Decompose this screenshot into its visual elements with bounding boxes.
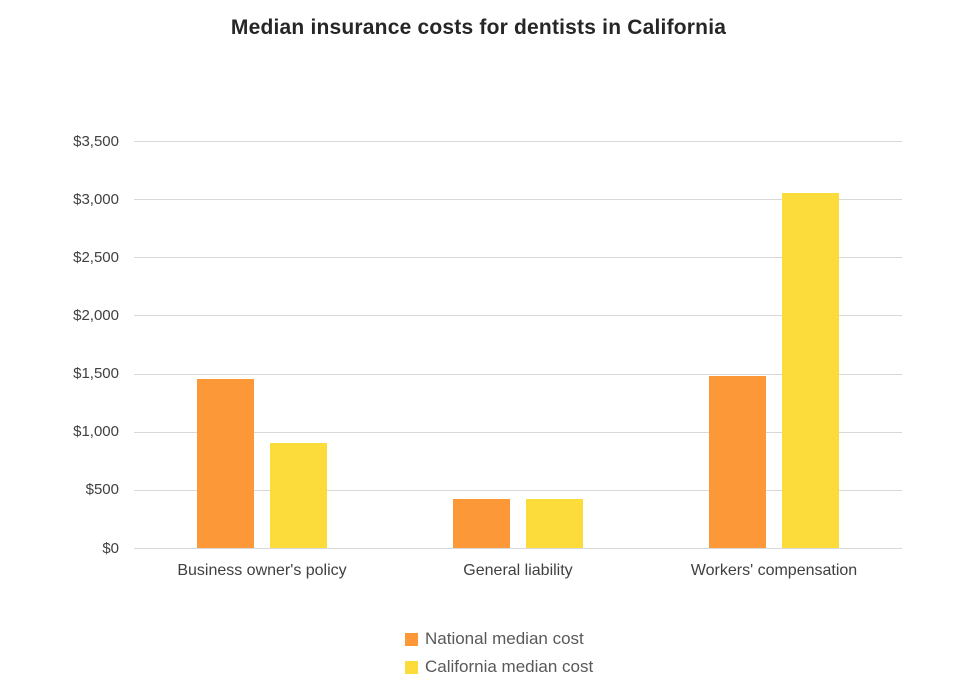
bar-national-median-cost (709, 376, 766, 548)
legend-item: California median cost (405, 656, 593, 678)
chart-title: Median insurance costs for dentists in C… (230, 16, 727, 39)
bar-california-median-cost (270, 443, 327, 548)
bar-california-median-cost (526, 498, 583, 548)
gridline (134, 199, 902, 201)
legend-swatch-icon (405, 660, 418, 674)
legend-label: National median cost (425, 629, 584, 648)
y-axis-tick-label: $1,000 (73, 423, 119, 441)
y-axis-tick-label: $2,500 (73, 248, 119, 266)
y-axis-tick-label: $3,500 (73, 132, 119, 150)
gridline (134, 548, 902, 549)
y-axis-tick-label: $3,000 (73, 190, 119, 208)
y-axis-tick-label: $500 (85, 481, 119, 499)
bar-california-median-cost (782, 193, 839, 548)
x-axis-category-label: Business owner's policy (177, 562, 347, 579)
y-axis-tick-label: $0 (102, 539, 119, 557)
gridline (134, 373, 902, 375)
y-axis-tick-label: $1,500 (73, 365, 119, 383)
legend-swatch-icon (405, 632, 418, 646)
x-axis-category-label: Workers' compensation (690, 562, 858, 579)
bar-national-median-cost (197, 379, 254, 548)
gridline (134, 257, 902, 259)
legend-label: California median cost (425, 657, 594, 676)
legend: National median cost California median co… (405, 628, 593, 683)
gridline (134, 489, 902, 491)
gridline (134, 315, 902, 317)
y-axis-tick-label: $2,000 (73, 306, 119, 324)
gridline (134, 431, 902, 433)
gridline (134, 141, 902, 143)
x-axis-category-label: General liability (463, 562, 573, 579)
legend-item: National median cost (405, 628, 593, 650)
bar-national-median-cost (453, 498, 510, 548)
